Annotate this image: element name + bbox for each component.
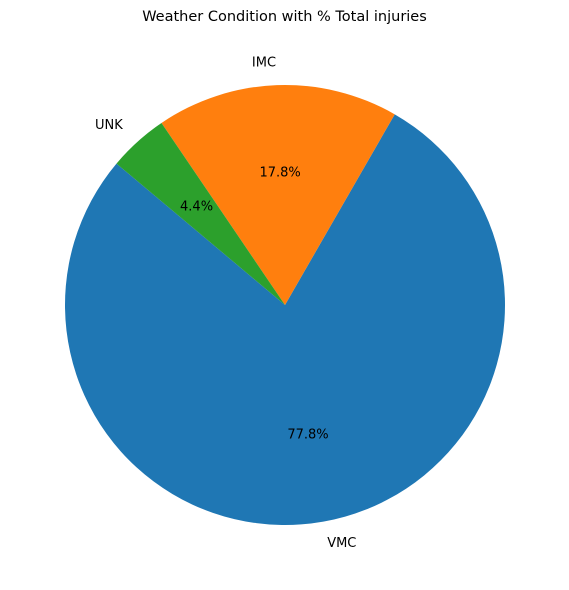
pie-slice-unk (116, 122, 285, 306)
slice-label-unk: UNK (95, 118, 123, 133)
pie-slices (65, 85, 506, 526)
slice-label-vmc: VMC (327, 536, 356, 551)
pct-label-unk: 4.4% (180, 200, 213, 215)
pie-labels: VMC 77.8% IMC 17.8% UNK 4.4% (95, 56, 356, 551)
pie-slice-vmc (65, 114, 506, 526)
pct-label-vmc: 77.8% (287, 427, 328, 442)
pie-slice-imc (161, 85, 395, 306)
chart-title: Weather Condition with % Total injuries (142, 9, 427, 25)
pct-label-imc: 17.8% (259, 166, 300, 181)
slice-label-imc: IMC (252, 56, 276, 71)
